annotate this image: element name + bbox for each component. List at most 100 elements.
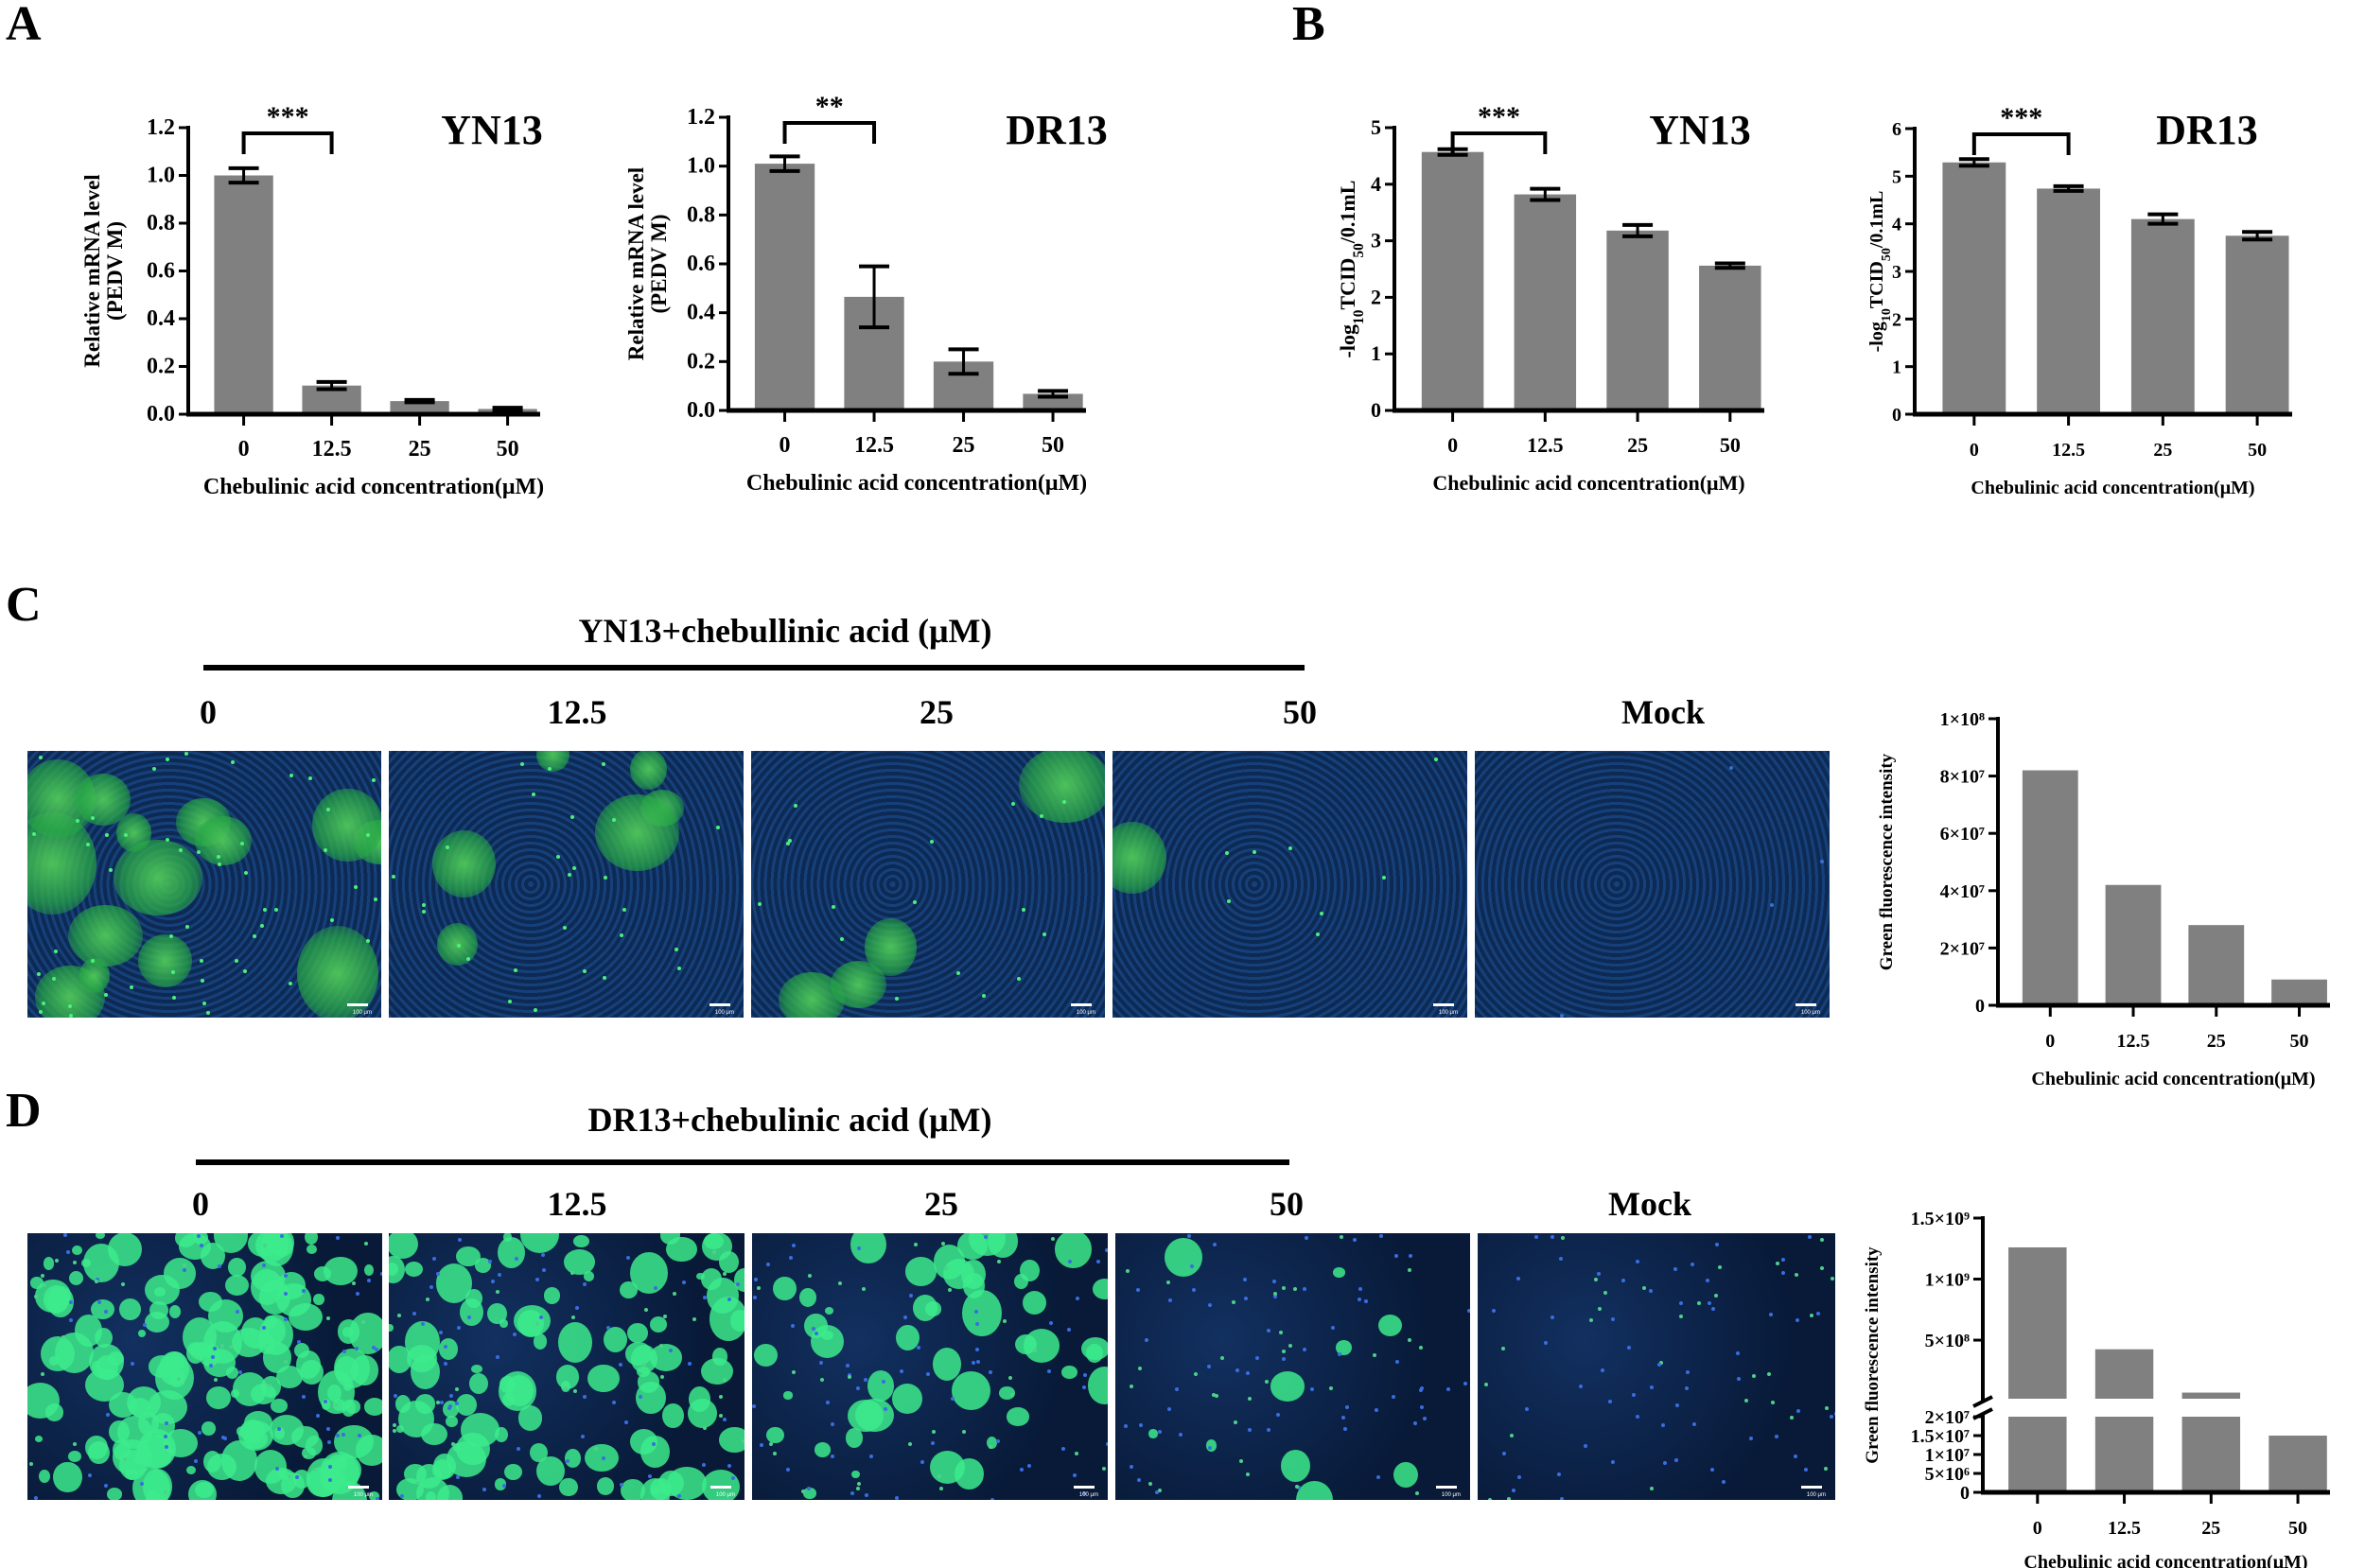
y-axis-label-part: TCID [1866, 261, 1887, 308]
gfp-signal [1333, 1267, 1345, 1279]
gfp-signal [76, 773, 131, 827]
cell-dot [182, 1267, 186, 1272]
cell-dot [669, 1349, 674, 1353]
gfp-signal [1295, 1481, 1333, 1500]
cell-dot [1245, 1371, 1250, 1376]
cell-dot [193, 1458, 198, 1463]
scale-bar-label: 100 μm [1078, 1492, 1098, 1498]
cell-dot [91, 816, 96, 821]
gfp-signal [565, 1449, 582, 1468]
cell-dot [366, 939, 371, 944]
gfp-signal [414, 1394, 436, 1414]
cell-dot [1795, 1273, 1799, 1278]
gfp-signal [71, 1245, 82, 1256]
cell-dot [284, 1317, 289, 1322]
y-tick-label: 8×10⁷ [1940, 767, 1985, 788]
cell-dot [432, 1256, 437, 1261]
y-tick-label: 0 [1892, 405, 1901, 426]
concentration-label: 12.5 [547, 693, 607, 731]
bar [390, 401, 449, 414]
cell-dot [711, 1249, 716, 1254]
gfp-signal [620, 1281, 638, 1298]
cell-dot [327, 1465, 332, 1470]
cell-dot [1273, 1294, 1278, 1298]
cell-dot [1315, 932, 1320, 936]
gfp-signal [536, 1455, 566, 1486]
cell-dot [955, 970, 960, 975]
cell-dot [1373, 1352, 1377, 1357]
gfp-signal [144, 1311, 170, 1333]
cell-dot [1627, 1346, 1632, 1350]
y-tick-label: 0.0 [147, 402, 175, 427]
cell-dot [582, 1282, 587, 1287]
cell-dot [788, 838, 793, 843]
cell-dot [1022, 907, 1026, 912]
cell-dot [182, 1263, 186, 1267]
cell-dot [356, 1291, 360, 1296]
cell-dot [1340, 1235, 1344, 1240]
cell-dot [296, 1339, 301, 1344]
y-tick-label: 1×10⁹ [1925, 1270, 1970, 1291]
cell-dot [1414, 1490, 1419, 1495]
concentration-label: 0 [200, 693, 217, 731]
cell-dot [234, 958, 238, 963]
gfp-signal [1092, 1278, 1108, 1299]
cell-dot [1408, 1254, 1412, 1259]
gfp-signal [231, 1389, 240, 1398]
cell-dot [1032, 1349, 1037, 1353]
cell-dot [451, 1442, 456, 1447]
cell-dot [1728, 766, 1733, 771]
gfp-signal [495, 1478, 506, 1490]
cell-dot [267, 1383, 272, 1387]
cell-dot [396, 1313, 401, 1317]
cell-dot [443, 1361, 447, 1366]
cell-dot [618, 1362, 622, 1367]
bar [754, 164, 815, 411]
cell-dot [1423, 1416, 1428, 1420]
cell-dot [393, 1422, 397, 1427]
cell-dot [1337, 1352, 1341, 1357]
cell-dot [1042, 932, 1046, 936]
cell-dot [1225, 851, 1230, 856]
cell-dot [1255, 1356, 1260, 1361]
micrograph: 100 μm [1115, 1233, 1470, 1500]
cell-dot [1820, 1238, 1825, 1243]
gfp-signal [649, 1344, 683, 1371]
cell-dot [785, 841, 790, 845]
cell-dot [1831, 1277, 1835, 1281]
cell-dot [619, 933, 623, 938]
gfp-signal [850, 1471, 860, 1479]
y-tick-label: 0.0 [687, 398, 715, 423]
cell-dot [547, 767, 552, 772]
gfp-signal [650, 1315, 668, 1333]
cell-dot [217, 855, 221, 860]
scale-bar [1074, 1486, 1095, 1489]
cell-dot [574, 1305, 579, 1310]
gfp-signal [584, 1270, 595, 1281]
gfp-signal [830, 960, 887, 1009]
x-tick-label: 12.5 [2052, 440, 2085, 461]
gfp-signal [820, 1330, 834, 1341]
y-axis-label: -log10TCID50/0.1mL [1866, 191, 1894, 353]
gfp-signal [1086, 1344, 1104, 1363]
cell-dot [672, 1292, 676, 1297]
cell-dot [323, 848, 327, 853]
cell-dot [1833, 1412, 1835, 1417]
cell-dot [971, 1361, 975, 1366]
cell-dot [1466, 1309, 1470, 1314]
cell-dot [326, 1427, 331, 1432]
cell-dot [364, 1242, 369, 1246]
cell-dot [1212, 1393, 1217, 1398]
cell-dot [794, 803, 798, 808]
cell-dot [273, 908, 278, 913]
gfp-signal [305, 1435, 323, 1455]
significance-bracket [782, 121, 877, 144]
gfp-signal [265, 1467, 297, 1494]
x-tick-label: 50 [2248, 440, 2267, 461]
gfp-signal [296, 926, 379, 1018]
cell-dot [1561, 1235, 1566, 1240]
micrograph: 100 μm [1112, 751, 1467, 1018]
cell-dot [1243, 1278, 1248, 1282]
gfp-signal [85, 1435, 108, 1459]
